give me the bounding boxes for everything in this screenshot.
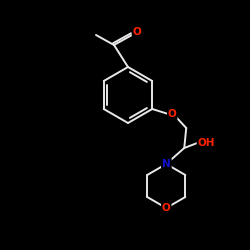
Text: O: O (162, 203, 170, 213)
Text: O: O (132, 27, 141, 37)
Text: O: O (168, 109, 176, 119)
Text: N: N (162, 159, 170, 169)
Text: N: N (162, 159, 170, 169)
Text: OH: OH (198, 138, 215, 148)
